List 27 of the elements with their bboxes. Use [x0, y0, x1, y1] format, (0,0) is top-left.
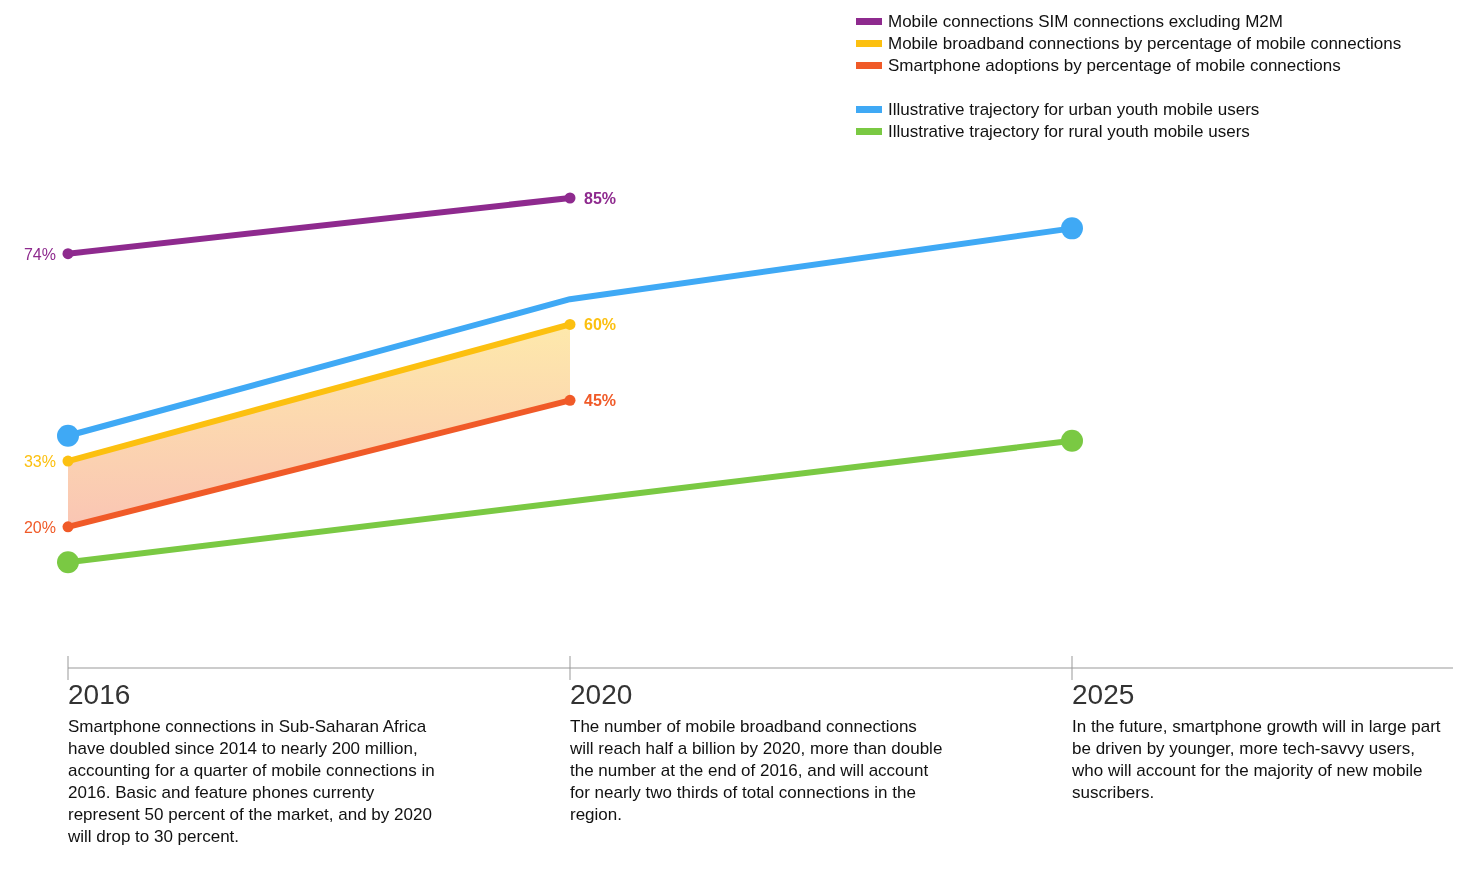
data-label: 33% — [23, 453, 56, 471]
text: In the future, smartphone growth will in large part be driven by younger, more tech-savvy users, who will account for the majority of new mobile suscribers. — [1071, 717, 1441, 802]
point — [57, 424, 79, 447]
legend-label: Illustrative trajectory for urban youth mobile users — [888, 100, 1260, 119]
x-tick-label: 2016 — [68, 679, 131, 710]
data-label: 20% — [23, 518, 56, 536]
point — [62, 521, 74, 533]
point — [62, 455, 74, 467]
text: Smartphone connections in Sub-Saharan Africa have doubled since 2014 to nearly 200 million, accounting for a quarter of mobile connections in 2016. Basic and feature phones currenty represent 50 percent of the market, and by 2020 will drop to 30 percent. — [67, 717, 435, 846]
x-tick-label: 2025 — [1072, 679, 1135, 710]
x-tick-label: 2020 — [570, 679, 633, 710]
point — [1061, 429, 1083, 452]
data-label: 60% — [584, 316, 617, 334]
point — [62, 248, 74, 260]
legend-label: Smartphone adoptions by percentage of mobile connections — [888, 56, 1341, 75]
data-label: 45% — [584, 392, 617, 410]
data-label: 85% — [584, 190, 617, 207]
point — [57, 551, 79, 574]
point — [564, 318, 576, 330]
point — [564, 394, 576, 406]
text: The number of mobile broadband connections will reach half a billion by 2020, more than double the number at the end of 2016, and will account for nearly two thirds of total connections in the region. — [569, 717, 943, 824]
legend-label: Illustrative trajectory for rural youth mobile users — [888, 122, 1250, 141]
legend-label: Mobile connections SIM connections excluding M2M — [888, 12, 1283, 31]
data-label: 74% — [23, 245, 56, 263]
point — [564, 192, 576, 204]
point — [1061, 217, 1083, 240]
legend-label: Mobile broadband connections by percentage of mobile connections — [888, 34, 1402, 53]
